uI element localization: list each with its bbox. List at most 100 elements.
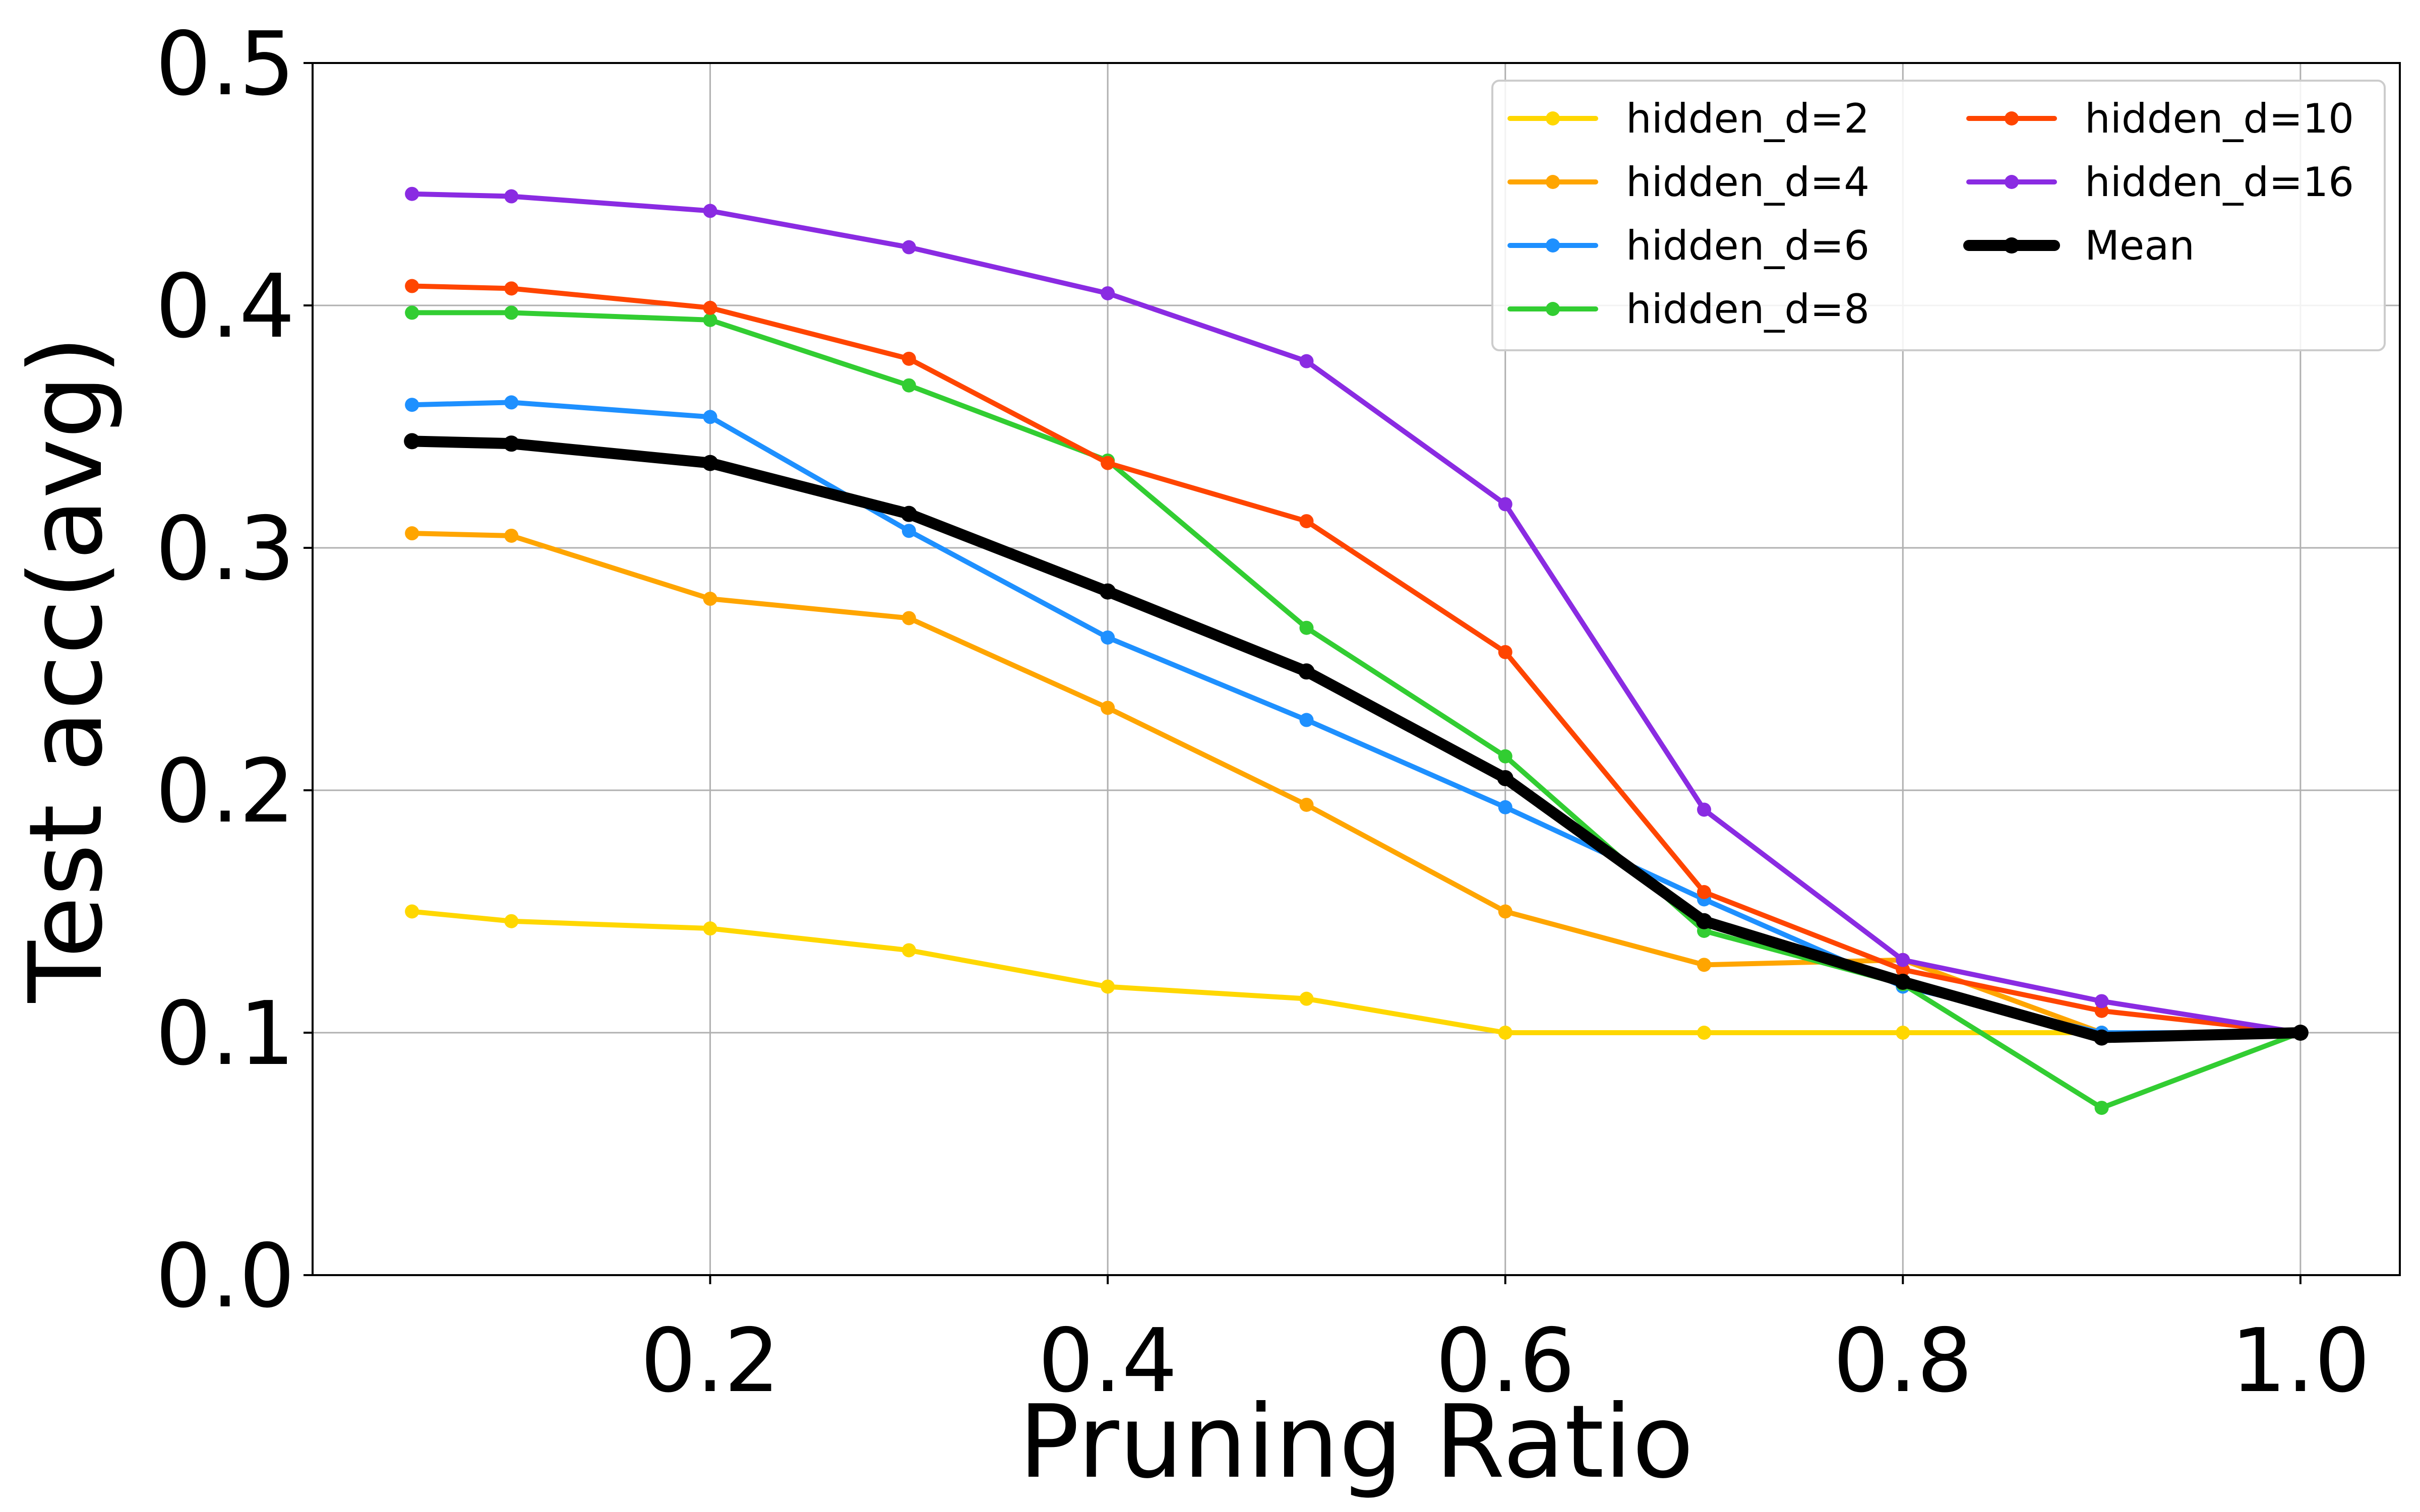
series-line-hidden-d-4: [409, 531, 2303, 1035]
legend-label: hidden_d=8: [1626, 286, 1869, 333]
legend-marker: [2004, 237, 2020, 254]
legend-item-hidden-d-2: hidden_d=2: [1507, 95, 1869, 142]
legend-label: hidden_d=10: [2085, 95, 2354, 142]
data-point: [405, 398, 419, 412]
data-point: [2094, 1003, 2109, 1018]
data-point: [1697, 1026, 1711, 1040]
data-point: [1895, 973, 1911, 990]
data-point: [504, 914, 519, 928]
data-point: [1896, 962, 1910, 977]
data-point: [1299, 354, 1314, 368]
data-point: [703, 204, 717, 218]
series-mean: [404, 433, 2309, 1046]
legend-label: hidden_d=16: [2085, 159, 2354, 206]
data-point: [901, 351, 916, 366]
data-point: [703, 300, 717, 315]
data-point: [1696, 913, 1712, 929]
data-point: [1101, 630, 1115, 645]
y-tick-label: 0.3: [155, 498, 295, 600]
data-point: [1299, 514, 1314, 529]
x-tick-label: 0.4: [1038, 1310, 1178, 1412]
data-point: [1498, 749, 1512, 764]
data-point: [504, 281, 519, 296]
legend-marker: [1546, 111, 1560, 125]
x-tick-label: 0.2: [640, 1310, 780, 1412]
y-tick-label: 0.5: [155, 13, 295, 115]
data-point: [901, 943, 916, 958]
data-point: [504, 395, 519, 410]
legend-marker: [1546, 302, 1560, 316]
data-point: [504, 189, 519, 204]
data-point: [901, 611, 916, 625]
legend-label: hidden_d=4: [1626, 159, 1869, 206]
legend-box: [1491, 80, 2386, 351]
data-point: [503, 435, 520, 452]
data-point: [1101, 456, 1115, 470]
data-point: [901, 378, 916, 393]
data-point: [1497, 770, 1514, 786]
data-point: [2292, 1025, 2309, 1041]
data-point: [703, 312, 717, 327]
y-tick-label: 0.4: [155, 256, 295, 358]
data-point: [1498, 800, 1512, 814]
legend-item-hidden-d-10: hidden_d=10: [1966, 95, 2354, 142]
data-point: [405, 186, 419, 201]
data-point: [1498, 645, 1512, 659]
legend-label: Mean: [2085, 222, 2195, 269]
data-point: [1697, 802, 1711, 817]
data-point: [504, 305, 519, 320]
data-point: [1100, 583, 1116, 600]
data-point: [900, 506, 917, 522]
series-hidden-d-6: [405, 395, 2308, 1040]
data-point: [1299, 991, 1314, 1006]
data-point: [703, 410, 717, 424]
legend-item-hidden-d-8: hidden_d=8: [1507, 286, 1869, 333]
x-axis-title: Pruning Ratio: [1018, 1383, 1693, 1501]
data-point: [1101, 286, 1115, 300]
data-point: [702, 455, 718, 471]
data-point: [703, 921, 717, 936]
y-tick-label: 0.0: [155, 1225, 295, 1328]
data-point: [1896, 953, 1910, 967]
series-hidden-d-2: [405, 904, 2308, 1040]
data-point: [1299, 713, 1314, 727]
data-point: [504, 528, 519, 543]
legend-label: hidden_d=2: [1626, 95, 1869, 142]
axis-ticks: 0.2 0.4 0.6 0.8 1.0 0.0 0.1 0.2 0.3 0.4 0.5: [155, 13, 2370, 1412]
legend-marker: [2005, 111, 2019, 125]
data-point: [901, 524, 916, 538]
data-point: [2093, 1029, 2110, 1046]
data-point: [1101, 701, 1115, 715]
data-point: [901, 240, 916, 255]
series-line-hidden-d-6: [409, 400, 2303, 1035]
y-axis-title: Test acc(avg): [8, 336, 125, 1003]
data-point: [703, 592, 717, 606]
data-point: [2094, 994, 2109, 1009]
legend-item-hidden-d-4: hidden_d=4: [1507, 159, 1869, 206]
series-lines: [404, 186, 2309, 1115]
legend-item-mean: Mean: [1963, 222, 2195, 269]
series-hidden-d-8: [405, 305, 2308, 1115]
data-point: [1299, 797, 1314, 812]
legend-label: hidden_d=6: [1626, 222, 1869, 269]
y-tick-label: 0.2: [155, 740, 295, 843]
data-point: [405, 526, 419, 541]
x-tick-label: 0.8: [1833, 1310, 1973, 1412]
data-point: [1299, 620, 1314, 635]
legend-marker: [2005, 175, 2019, 189]
legend: hidden_d=2 hidden_d=4 hidden_d=6 hidden_d=8…: [1491, 80, 2386, 351]
plot-frame: [312, 62, 2401, 1276]
series-hidden-d-4: [405, 526, 2308, 1040]
legend-marker: [1546, 175, 1560, 189]
data-point: [1101, 979, 1115, 994]
legend-item-hidden-d-16: hidden_d=16: [1966, 159, 2354, 206]
data-point: [1697, 958, 1711, 972]
legend-item-hidden-d-6: hidden_d=6: [1507, 222, 1869, 269]
data-point: [405, 279, 419, 293]
data-point: [1298, 663, 1315, 680]
legend-marker: [1546, 238, 1560, 253]
data-point: [2094, 1101, 2109, 1115]
data-point: [405, 904, 419, 919]
data-point: [405, 305, 419, 320]
